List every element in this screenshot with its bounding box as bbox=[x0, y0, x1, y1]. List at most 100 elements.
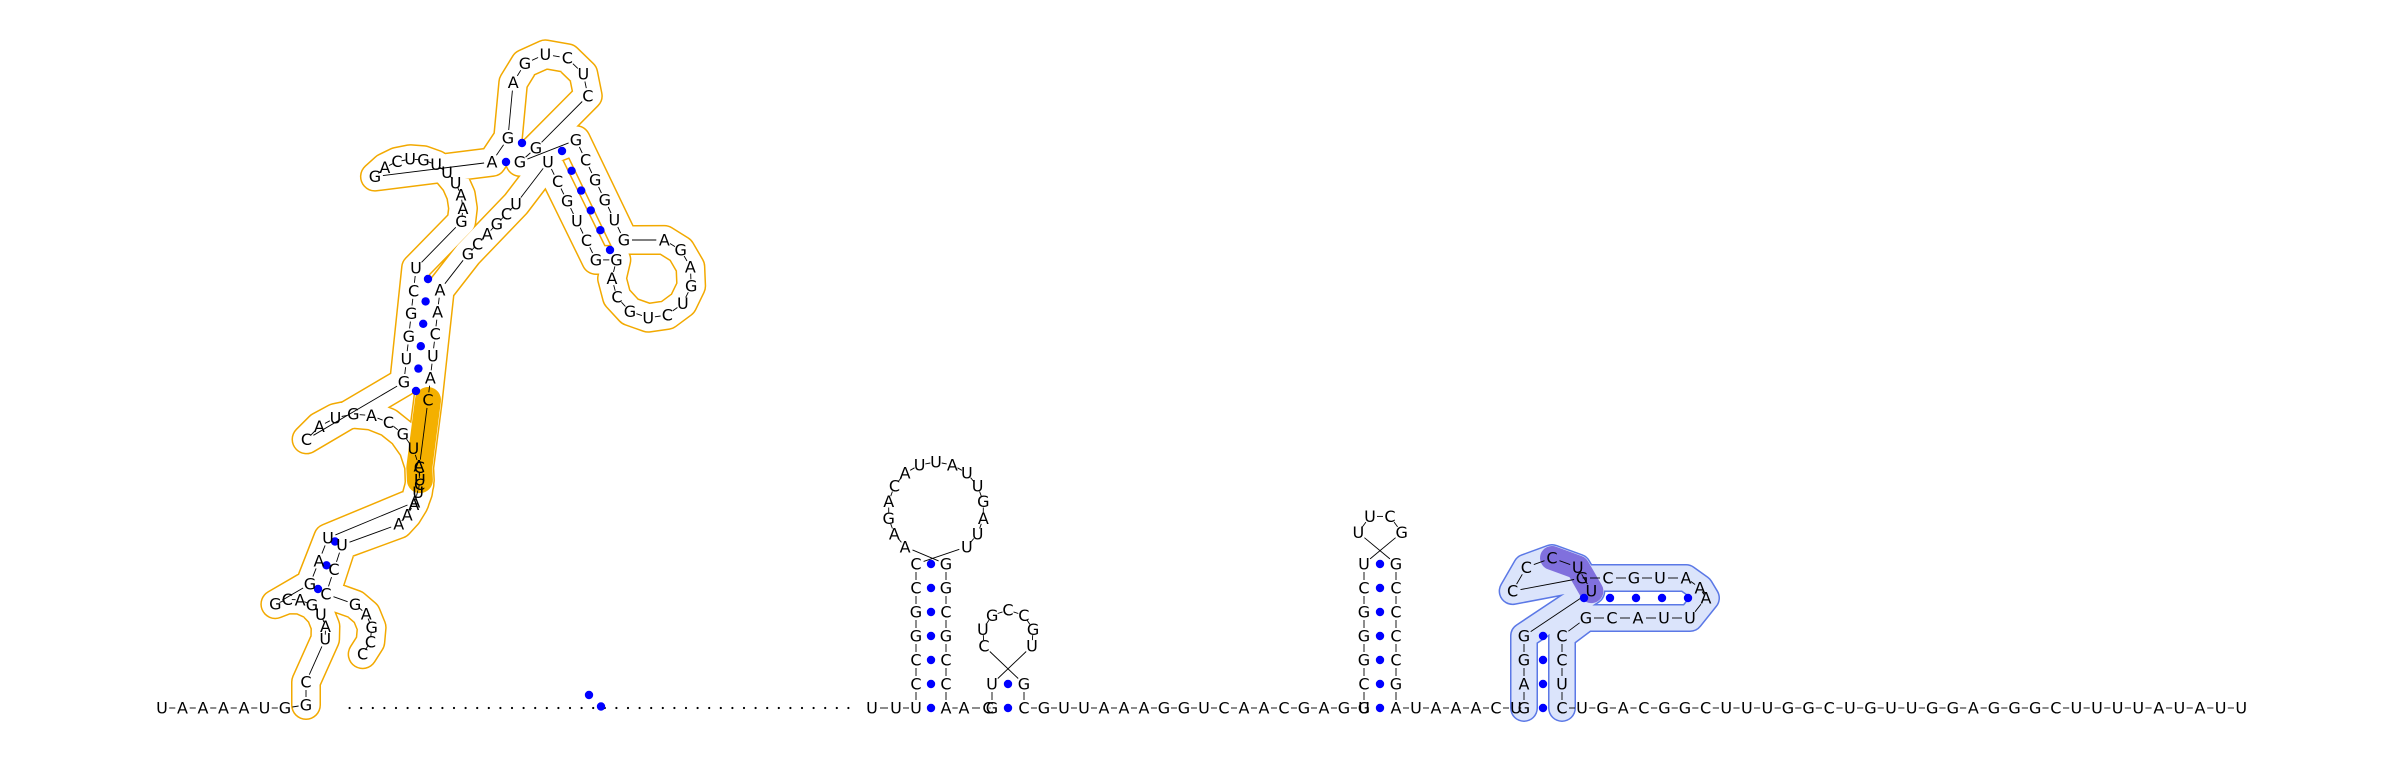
nucleotide: U bbox=[430, 155, 442, 174]
nucleotide: U bbox=[1364, 507, 1376, 526]
base-pair-dot bbox=[596, 226, 604, 234]
linker-dot bbox=[673, 707, 675, 709]
linker-dot bbox=[685, 707, 687, 709]
nucleotide: U bbox=[578, 64, 590, 83]
nucleotide: G bbox=[2029, 699, 2041, 718]
linker-dot bbox=[488, 707, 490, 709]
nucleotide: U bbox=[571, 211, 583, 230]
base-pair-dot bbox=[502, 158, 510, 166]
linker-dot bbox=[581, 707, 583, 709]
nucleotide: U bbox=[542, 153, 554, 172]
base-pair-dot bbox=[518, 139, 526, 147]
nucleotide: A bbox=[1968, 699, 1979, 718]
base-pair-dot bbox=[597, 702, 605, 710]
nucleotide: C bbox=[910, 579, 921, 598]
nucleotide: U bbox=[1198, 699, 1210, 718]
nucleotide: A bbox=[314, 417, 325, 436]
linker-dot bbox=[465, 707, 467, 709]
base-pair-dot bbox=[1539, 680, 1547, 688]
nucleotide: C bbox=[562, 49, 573, 68]
nucleotide: A bbox=[435, 281, 446, 300]
linker-dot bbox=[360, 707, 362, 709]
nucleotide: G bbox=[530, 139, 542, 158]
nucleotide: G bbox=[1864, 699, 1876, 718]
base-pair-dot bbox=[421, 297, 429, 305]
nucleotide: C bbox=[2050, 699, 2061, 718]
nucleotide: U bbox=[1654, 569, 1666, 588]
nucleotide: G bbox=[599, 191, 611, 210]
nucleotide: U bbox=[914, 455, 926, 474]
linker-dot bbox=[511, 707, 513, 709]
nucleotide: A bbox=[425, 369, 436, 388]
nucleotide: G bbox=[1576, 569, 1588, 588]
nucleotide: A bbox=[1391, 699, 1402, 718]
linker-dot bbox=[349, 707, 351, 709]
nucleotide: U bbox=[910, 699, 922, 718]
nucleotide: C bbox=[300, 673, 311, 692]
linker-dot bbox=[836, 707, 838, 709]
base-pair-dot bbox=[424, 275, 432, 283]
nucleotide: C bbox=[940, 675, 951, 694]
nucleotide: U bbox=[427, 347, 439, 366]
nucleotide: A bbox=[1633, 609, 1644, 628]
linker-dot bbox=[499, 707, 501, 709]
base-pair-markers bbox=[314, 139, 1692, 712]
linker-dot bbox=[418, 707, 420, 709]
nucleotide: C bbox=[1602, 569, 1613, 588]
nucleotide: G bbox=[1390, 555, 1402, 574]
nucleotide: G bbox=[519, 54, 531, 73]
base-pair-dot bbox=[1376, 680, 1384, 688]
nucleotide: A bbox=[659, 230, 670, 249]
base-pair-dot bbox=[1658, 594, 1666, 602]
nucleotide: G bbox=[1358, 627, 1370, 646]
nucleotide: G bbox=[1038, 699, 1050, 718]
nucleotide: C bbox=[662, 306, 673, 325]
linker-dot bbox=[523, 707, 525, 709]
linker-dot bbox=[627, 707, 629, 709]
nucleotide: U bbox=[1720, 699, 1732, 718]
nucleotide: G bbox=[403, 327, 415, 346]
left-domain-fill bbox=[275, 54, 691, 705]
nucleotide: G bbox=[590, 251, 602, 270]
nucleotide: C bbox=[582, 86, 593, 105]
nucleotide: G bbox=[417, 151, 429, 170]
nucleotide: G bbox=[910, 627, 922, 646]
base-pair-dot bbox=[558, 147, 566, 155]
nucleotide: C bbox=[301, 430, 312, 449]
nucleotide: U bbox=[677, 294, 689, 313]
nucleotide: C bbox=[328, 560, 339, 579]
nucleotide: C bbox=[1358, 579, 1369, 598]
nucleotide: A bbox=[314, 552, 325, 571]
nucleotide: A bbox=[1259, 699, 1270, 718]
nucleotide: U bbox=[2215, 699, 2227, 718]
nucleotide: U bbox=[1352, 523, 1364, 542]
nucleotide: C bbox=[1606, 609, 1617, 628]
nucleotide: G bbox=[502, 129, 514, 148]
nucleotide: C bbox=[611, 288, 622, 307]
base-pair-dot bbox=[927, 608, 935, 616]
base-pair-dot bbox=[1684, 594, 1692, 602]
nucleotide: C bbox=[940, 603, 951, 622]
nucleotide: U bbox=[1078, 699, 1090, 718]
linker-dot bbox=[789, 707, 791, 709]
nucleotide: U bbox=[1026, 636, 1038, 655]
nucleotide: G bbox=[405, 304, 417, 323]
nucleotide: A bbox=[685, 257, 696, 276]
nucleotide: U bbox=[1906, 699, 1918, 718]
nucleotide: U bbox=[2091, 699, 2103, 718]
nucleotide: A bbox=[177, 699, 188, 718]
nucleotide: C bbox=[282, 590, 293, 609]
base-pair-dot bbox=[1376, 632, 1384, 640]
nucleotide: U bbox=[1576, 699, 1588, 718]
nucleotide: A bbox=[1451, 699, 1462, 718]
nucleotide: G bbox=[618, 231, 630, 250]
nucleotide: A bbox=[1618, 699, 1629, 718]
nucleotide: A bbox=[1239, 699, 1250, 718]
nucleotide: U bbox=[642, 308, 654, 327]
nucleotide: U bbox=[972, 477, 984, 496]
base-pair-dot bbox=[927, 704, 935, 712]
linker-dot bbox=[441, 707, 443, 709]
nucleotide: C bbox=[1638, 699, 1649, 718]
nucleotide: G bbox=[269, 595, 281, 614]
base-pair-dot bbox=[1376, 560, 1384, 568]
